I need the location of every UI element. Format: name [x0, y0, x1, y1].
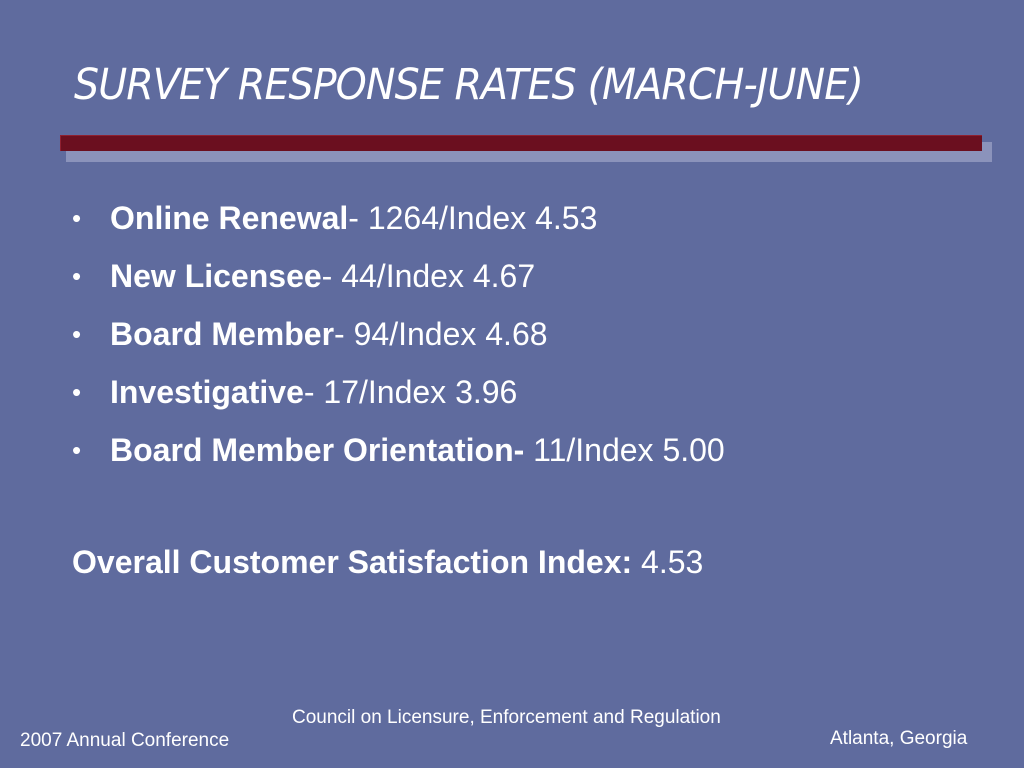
list-item: • Online Renewal- 1264/Index 4.53 [72, 196, 725, 254]
overall-value: 4.53 [632, 544, 704, 580]
list-item: • Investigative- 17/Index 3.96 [72, 370, 725, 428]
bullet-icon: • [72, 377, 82, 407]
list-item: • Board Member Orientation- 11/Index 5.00 [72, 428, 725, 486]
footer-conference: 2007 Annual Conference [20, 730, 230, 751]
overall-satisfaction: Overall Customer Satisfaction Index: 4.5… [72, 540, 703, 584]
list-item: • New Licensee- 44/Index 4.67 [72, 254, 725, 312]
footer-organization: Council on Licensure, Enforcement and Re… [292, 707, 721, 728]
bullet-icon: • [72, 435, 82, 465]
slide-title: SURVEY RESPONSE RATES (MARCH-JUNE) [74, 60, 864, 110]
footer-location: Atlanta, Georgia [830, 728, 968, 749]
bullet-value: - 94/Index 4.68 [334, 316, 548, 352]
title-rule [60, 135, 982, 151]
bullet-value: - 1264/Index 4.53 [348, 200, 598, 236]
bullet-value: - 44/Index 4.67 [321, 258, 536, 294]
bullet-icon: • [72, 261, 82, 291]
bullet-label: New Licensee [110, 258, 322, 294]
bullet-label: Board Member Orientation- [110, 432, 525, 468]
bullet-value: - 17/Index 3.96 [303, 374, 518, 410]
bullet-list: • Online Renewal- 1264/Index 4.53 • New Li… [72, 196, 725, 486]
bullet-label: Investigative [110, 374, 304, 410]
bullet-icon: • [72, 203, 82, 233]
bullet-label: Board Member [110, 316, 335, 352]
bullet-icon: • [72, 319, 82, 349]
list-item: • Board Member- 94/Index 4.68 [72, 312, 725, 370]
bullet-label: Online Renewal [110, 200, 349, 236]
bullet-value: 11/Index 5.00 [524, 432, 725, 468]
overall-label: Overall Customer Satisfaction Index: [72, 544, 633, 580]
